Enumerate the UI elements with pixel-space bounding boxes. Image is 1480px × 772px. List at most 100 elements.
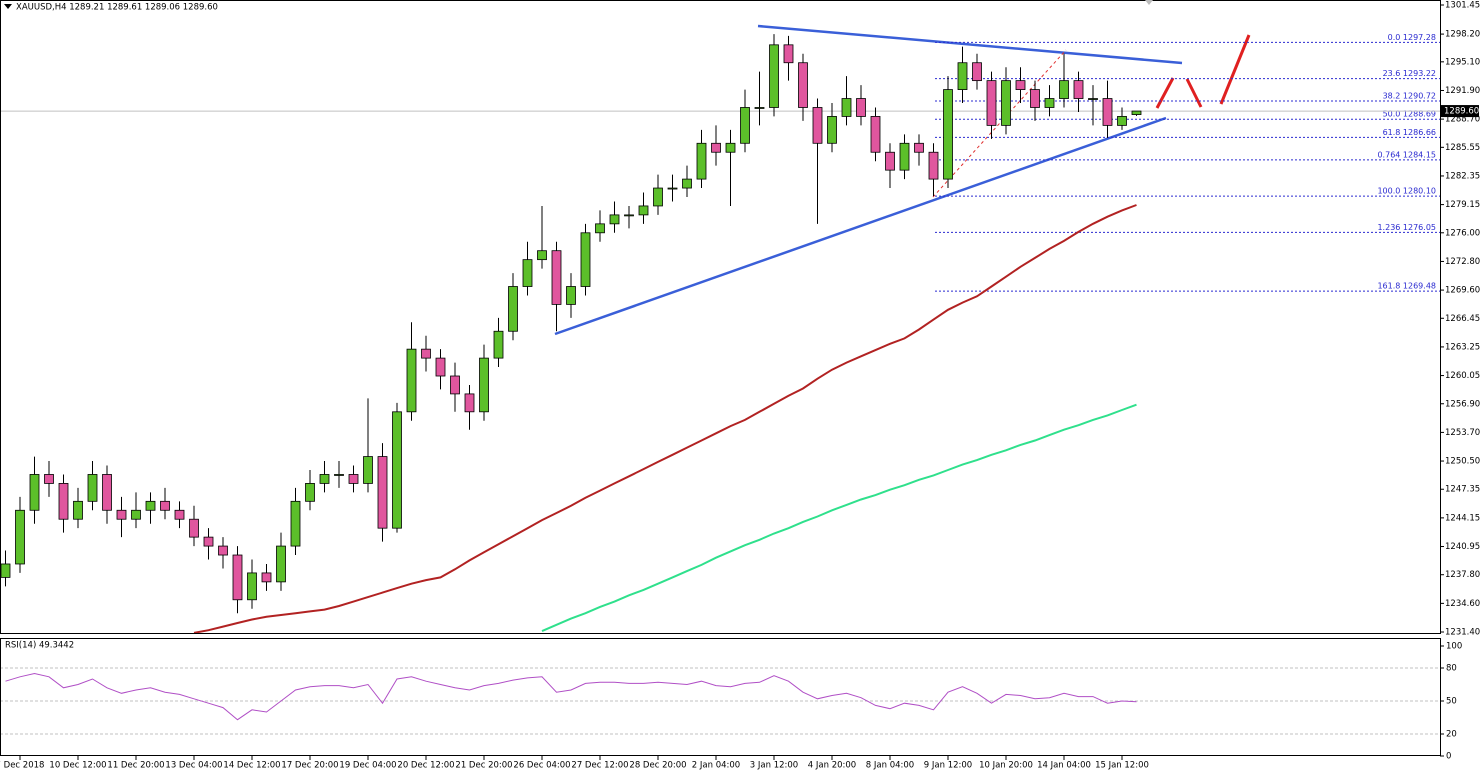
candle-body (319, 474, 330, 484)
candle-body (609, 214, 620, 225)
candle-body (450, 375, 460, 395)
candle-body (725, 142, 736, 153)
candle-body (218, 545, 228, 556)
fib-label: 0.764 1284.15 (1377, 150, 1436, 159)
forecast-arrow (1185, 78, 1203, 108)
y-tick-label: 1231.40 (1445, 628, 1480, 638)
y-tick-label: 1234.60 (1445, 599, 1480, 609)
candle-body (392, 411, 402, 529)
y-tick-label: 1301.45 (1445, 1, 1480, 11)
title-icon (4, 4, 12, 9)
x-tick-label: 21 Dec 20:00 (455, 761, 512, 771)
candle-body (638, 205, 649, 216)
candle-body (131, 509, 141, 520)
candle-body (1088, 98, 1098, 100)
x-tick-label: 27 Dec 12:00 (571, 761, 628, 771)
candle-body (145, 500, 156, 511)
candle-body (1001, 80, 1011, 126)
x-tick-label: 15 Jan 12:00 (1095, 761, 1149, 771)
y-tick-label: 1253.70 (1445, 428, 1480, 438)
candle-body (856, 98, 866, 117)
forecast-arrow (1155, 77, 1175, 109)
candle-body (943, 89, 953, 180)
candle-body (15, 509, 25, 565)
fib-label: 161.8 1269.48 (1377, 282, 1436, 291)
candle-body (870, 116, 881, 153)
candle-body (711, 142, 721, 153)
x-tick-label: 7 Dec 2018 (0, 761, 44, 771)
fib-label: 50.0 1288.69 (1383, 110, 1436, 119)
shift-marker (1145, 0, 1153, 5)
rsi-plot (1, 667, 1440, 735)
x-tick-label: 9 Jan 12:00 (924, 761, 972, 771)
candle-body (58, 483, 69, 520)
y-tick-label: 1250.50 (1445, 457, 1480, 467)
x-tick-label: 14 Jan 04:00 (1037, 761, 1091, 771)
candle-body (334, 474, 344, 476)
rsi-title: RSI(14) 49.3442 (5, 641, 74, 651)
x-tick-label: 8 Jan 04:00 (866, 761, 914, 771)
candle-body (203, 536, 214, 547)
candle-body (522, 259, 533, 287)
candle-body (899, 142, 910, 171)
x-tick-label: 17 Dec 20:00 (281, 761, 338, 771)
candle-body (189, 518, 199, 538)
fib-label: 100.0 1280.10 (1377, 187, 1436, 196)
candle-body (740, 107, 750, 144)
candle-body (406, 348, 417, 413)
candle-body (972, 62, 982, 82)
candle-body (566, 286, 576, 305)
candle-body (305, 483, 315, 502)
candle-body (73, 500, 83, 520)
x-tick-label: 11 Dec 20:00 (107, 761, 164, 771)
candle-body (1102, 98, 1113, 126)
candle-body (363, 456, 373, 484)
chart-title: XAUUSD,H4 1289.21 1289.61 1289.06 1289.6… (16, 3, 218, 13)
candle-body (44, 474, 54, 484)
y-tick-label: 1295.10 (1445, 57, 1480, 67)
x-tick-label: 13 Dec 04:00 (165, 761, 222, 771)
candle-body (914, 142, 924, 153)
rsi-tick-label: 100 (1446, 642, 1462, 652)
fib-label: 38.2 1290.72 (1383, 92, 1436, 101)
candle-body (377, 456, 388, 529)
y-tick-label: 1256.90 (1445, 399, 1480, 409)
y-tick-label: 1288.70 (1445, 115, 1480, 125)
rsi-line (5, 672, 1137, 721)
candle-body (1044, 98, 1055, 108)
y-tick-label: 1279.15 (1445, 200, 1480, 210)
y-tick-label: 1260.05 (1445, 371, 1480, 381)
y-tick-label: 1244.15 (1445, 513, 1480, 523)
candle-body (696, 142, 707, 180)
candle-body (551, 250, 562, 305)
candle-body (1015, 80, 1026, 90)
candle-body (508, 286, 518, 332)
x-tick-label: 3 Jan 12:00 (750, 761, 798, 771)
candle-body (1131, 110, 1142, 115)
rsi-tick-label: 20 (1446, 730, 1457, 740)
candle-body (464, 393, 475, 413)
x-tick-label: 28 Dec 20:00 (629, 761, 686, 771)
x-tick-label: 19 Dec 04:00 (339, 761, 396, 771)
fib-base-line (932, 49, 1067, 198)
candle-body (1059, 80, 1069, 99)
candle-body (682, 178, 692, 189)
y-tick-label: 1240.95 (1445, 542, 1480, 552)
candle-body (783, 44, 794, 64)
candle-body (957, 62, 968, 90)
candle-body (174, 509, 185, 520)
candle-body (986, 80, 997, 126)
candle-body (435, 357, 446, 377)
last-price-box (1441, 105, 1479, 118)
y-tick-label: 1272.80 (1445, 257, 1480, 267)
forecast-arrow (1219, 34, 1251, 105)
candle-body (276, 545, 286, 583)
y-tick-label: 1247.35 (1445, 485, 1480, 495)
candle-body (754, 107, 765, 109)
candle-body (1073, 80, 1084, 99)
candle-body (247, 572, 257, 601)
candle-body (87, 474, 98, 502)
candle-body (769, 44, 779, 108)
candle-body (160, 500, 170, 511)
